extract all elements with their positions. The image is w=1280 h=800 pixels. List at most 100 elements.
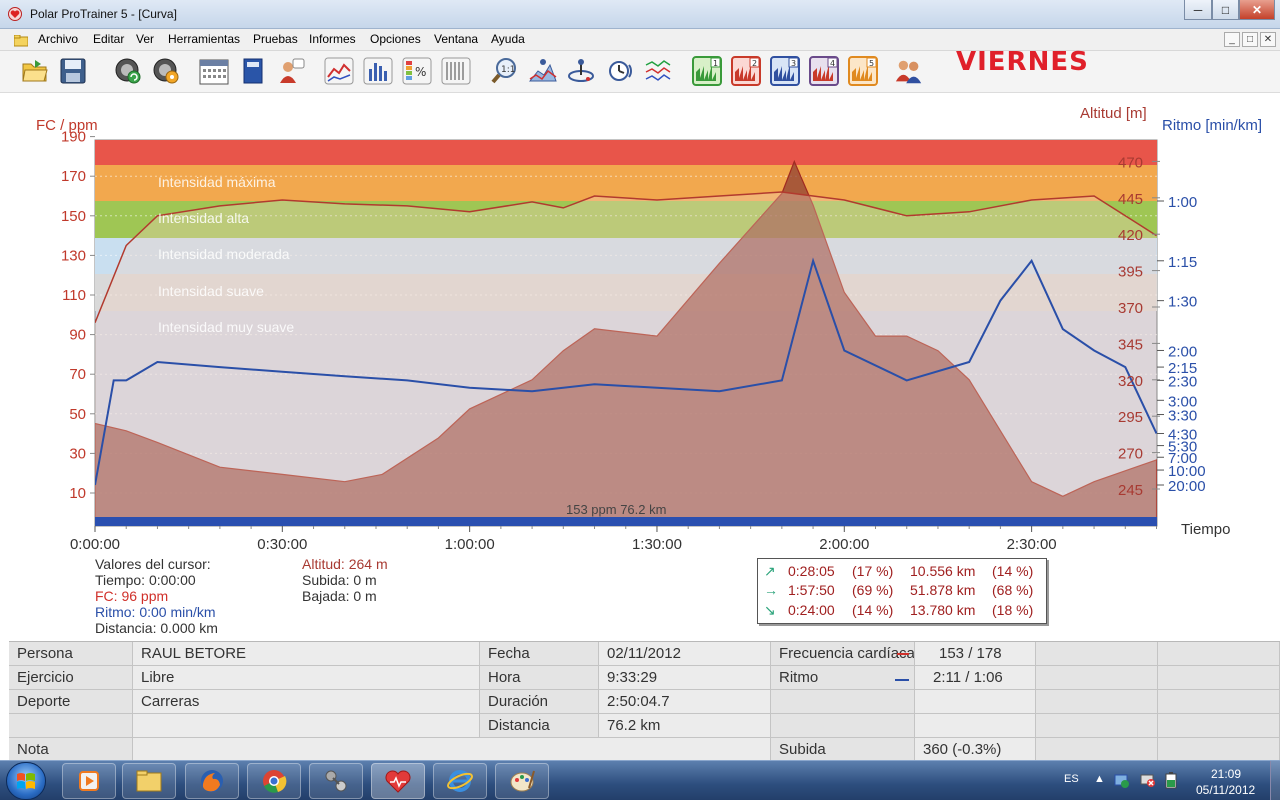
fecha-value[interactable]: 02/11/2012 (599, 642, 771, 666)
x-tick-label: 2:00:00 (819, 536, 869, 553)
table-icon[interactable] (441, 56, 471, 86)
exercise-info-table: Persona RAUL BETORE Fecha 02/11/2012 Fre… (9, 641, 1280, 760)
view-1-icon[interactable]: 1 (692, 56, 722, 86)
downhill-arrow-icon: ↘ (764, 602, 776, 618)
users-icon[interactable] (894, 56, 924, 86)
network-icon[interactable] (309, 763, 363, 799)
start-button[interactable] (6, 762, 46, 800)
summary-distance: 10.556 km (910, 563, 976, 579)
empty-cell (133, 714, 480, 738)
percent-chart-icon[interactable]: % (402, 56, 432, 86)
view-number: 5 (869, 59, 874, 68)
menu-ventana[interactable]: Ventana (434, 32, 479, 46)
media-player-icon[interactable] (62, 763, 116, 799)
menu-herramientas[interactable]: Herramientas (168, 32, 241, 46)
hr-axis-title: FC / ppm (36, 117, 98, 134)
minimize-button[interactable]: ─ (1184, 0, 1212, 20)
view-4-icon[interactable]: 4 (809, 56, 839, 86)
multi-curve-icon[interactable] (644, 56, 674, 86)
hr-tick-label: 150 (61, 208, 86, 225)
battery-icon[interactable] (1165, 771, 1177, 792)
ritmo-label: Ritmo (771, 666, 915, 690)
clock-date[interactable]: 05/11/2012 (1196, 783, 1256, 797)
book-icon[interactable] (238, 56, 268, 86)
menu-ver[interactable]: Ver (136, 32, 155, 46)
menu-editar[interactable]: Editar (93, 32, 125, 46)
persona-value[interactable]: RAUL BETORE (133, 642, 480, 666)
calendar-icon[interactable] (199, 56, 229, 86)
frecuencia-label: Frecuencia cardíaca (771, 642, 915, 666)
chrome-icon[interactable] (247, 763, 301, 799)
deporte-value[interactable]: Carreras (133, 690, 480, 714)
language-indicator[interactable]: ES (1064, 773, 1079, 785)
hr-tick-label: 70 (69, 366, 86, 383)
firefox-icon[interactable] (185, 763, 239, 799)
view-number: 2 (752, 59, 757, 68)
network-status-icon[interactable] (1140, 772, 1156, 791)
person-icon[interactable] (276, 56, 306, 86)
maximize-button[interactable]: □ (1212, 0, 1239, 20)
hr-tick-label: 130 (61, 247, 86, 264)
altitude-icon[interactable] (528, 56, 558, 86)
view-3-icon[interactable]: 3 (770, 56, 800, 86)
lap-icon[interactable] (566, 56, 596, 86)
menu-informes[interactable]: Informes (309, 32, 356, 46)
update-icon[interactable] (1114, 772, 1130, 791)
pace-tick-label: 3:30 (1168, 408, 1197, 425)
menu-archivo[interactable]: Archivo (38, 32, 79, 46)
hr-altitude-pace-chart[interactable]: FC / ppm Altitud [m] Ritmo [min/km] Tiem… (0, 93, 1280, 641)
mdi-close-button[interactable]: ✕ (1260, 32, 1276, 47)
sync-icon[interactable] (113, 56, 143, 86)
pace-axis-title: Ritmo [min/km] (1162, 117, 1262, 134)
save-icon[interactable] (58, 56, 88, 86)
empty-cell (915, 714, 1036, 738)
ejercicio-value[interactable]: Libre (133, 666, 480, 690)
file-explorer-icon[interactable] (122, 763, 176, 799)
open-folder-icon[interactable] (20, 56, 50, 86)
hora-value[interactable]: 9:33:29 (599, 666, 771, 690)
menu-opciones[interactable]: Opciones (370, 32, 421, 46)
hr-tick-label: 30 (69, 445, 86, 462)
summary-distance-pct: (14 %) (992, 563, 1034, 579)
document-icon (13, 34, 29, 50)
x-tick-label: 2:30:00 (1007, 536, 1057, 553)
cursor-pace: Ritmo: 0:00 min/km (95, 604, 216, 620)
curve-chart-icon[interactable] (324, 56, 354, 86)
fecha-label: Fecha (480, 642, 599, 666)
empty-cell (1036, 738, 1158, 760)
close-button[interactable]: ✕ (1239, 0, 1275, 20)
uphill-arrow-icon: ↗ (764, 563, 776, 579)
slope-summary-box: ↗ 0:28:05 (17 %) 10.556 km (14 %) → 1:57… (757, 558, 1047, 624)
bar-chart-icon[interactable] (363, 56, 393, 86)
subida-value: 360 (-0.3%) (915, 738, 1036, 760)
view-5-icon[interactable]: 5 (848, 56, 878, 86)
summary-time: 0:24:00 (788, 602, 835, 618)
zoom-icon[interactable]: 1:1 (490, 56, 520, 86)
empty-cell (1158, 714, 1280, 738)
timer-icon[interactable] (605, 56, 635, 86)
cursor-heading: Valores del cursor: (95, 556, 211, 572)
altitude-tick-label: 395 (1118, 264, 1143, 281)
nota-value[interactable] (133, 738, 771, 760)
summary-time: 1:57:50 (788, 582, 835, 598)
cursor-distance: Distancia: 0.000 km (95, 620, 218, 636)
show-hidden-icons-icon[interactable]: ▲ (1094, 773, 1105, 785)
empty-cell (915, 690, 1036, 714)
menu-pruebas[interactable]: Pruebas (253, 32, 298, 46)
menu-ayuda[interactable]: Ayuda (491, 32, 525, 46)
cursor-hr: FC: 96 ppm (95, 588, 169, 604)
summary-distance-pct: (18 %) (992, 602, 1034, 618)
mdi-maximize-button[interactable]: □ (1242, 32, 1258, 47)
view-2-icon[interactable]: 2 (731, 56, 761, 86)
summary-distance: 13.780 km (910, 602, 976, 618)
clock-time[interactable]: 21:09 (1211, 767, 1242, 781)
settings-icon[interactable] (151, 56, 181, 86)
summary-distance: 51.878 km (910, 582, 976, 598)
internet-explorer-icon[interactable] (433, 763, 487, 799)
ritmo-value: 2:11 / 1:06 (915, 666, 1036, 690)
hr-tick-label: 50 (69, 406, 86, 423)
paint-icon[interactable] (495, 763, 549, 799)
show-desktop-button[interactable] (1270, 761, 1280, 800)
polar-heart-icon[interactable] (371, 763, 425, 799)
mdi-minimize-button[interactable]: _ (1224, 32, 1240, 47)
